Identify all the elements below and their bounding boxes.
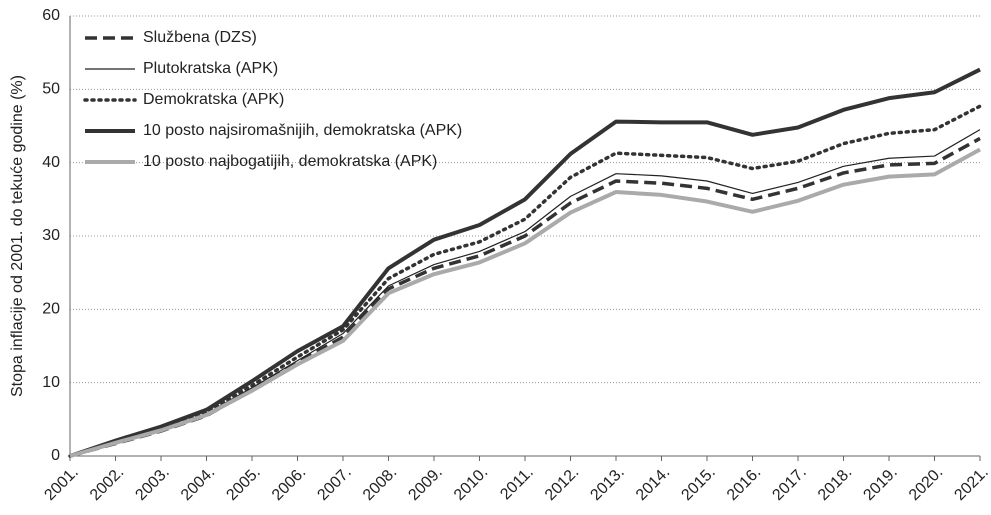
x-tick-label: 2007. xyxy=(314,464,354,504)
y-tick-label: 0 xyxy=(51,447,60,464)
x-tick-label: 2018. xyxy=(815,464,855,504)
x-tick-label: 2010. xyxy=(451,464,491,504)
x-tick-label: 2011. xyxy=(497,464,537,504)
series-line xyxy=(68,104,982,458)
x-tick-label: 2012. xyxy=(542,464,582,504)
series-line xyxy=(69,147,981,458)
y-axis-label: Stopa inflacije od 2001. do tekuće godin… xyxy=(9,75,26,397)
legend-label: Plutokratska (APK) xyxy=(143,60,278,77)
x-tick-label: 2002. xyxy=(87,464,127,504)
legend-label: 10 posto najbogatijih, demokratska (APK) xyxy=(143,153,437,170)
x-tick-label: 2014. xyxy=(633,464,673,504)
series-line xyxy=(69,129,981,457)
legend-label: Službena (DZS) xyxy=(143,29,257,46)
x-tick-label: 2016. xyxy=(724,464,764,504)
x-tick-label: 2015. xyxy=(678,464,718,504)
legend-label: Demokratska (APK) xyxy=(143,91,284,108)
y-tick-label: 20 xyxy=(42,301,60,318)
x-tick-label: 2003. xyxy=(132,464,172,504)
series-line xyxy=(69,67,981,458)
x-tick-label: 2019. xyxy=(860,464,900,504)
x-tick-label: 2021. xyxy=(951,464,991,504)
x-tick-label: 2013. xyxy=(587,464,627,504)
x-tick-label: 2006. xyxy=(269,464,309,504)
y-tick-label: 30 xyxy=(42,227,60,244)
y-tick-label: 50 xyxy=(42,81,60,98)
series-line xyxy=(69,136,981,458)
x-tick-label: 2005. xyxy=(223,464,263,504)
x-tick-label: 2004. xyxy=(178,464,218,504)
x-tick-label: 2008. xyxy=(360,464,400,504)
legend-label: 10 posto najsiromašnijih, demokratska (A… xyxy=(143,122,462,139)
y-tick-label: 40 xyxy=(42,154,60,171)
x-tick-label: 2009. xyxy=(405,464,445,504)
x-tick-label: 2017. xyxy=(769,464,809,504)
y-tick-label: 60 xyxy=(42,7,60,24)
y-tick-label: 10 xyxy=(42,374,60,391)
x-tick-label: 2001. xyxy=(41,464,81,504)
x-tick-label: 2020. xyxy=(906,464,946,504)
